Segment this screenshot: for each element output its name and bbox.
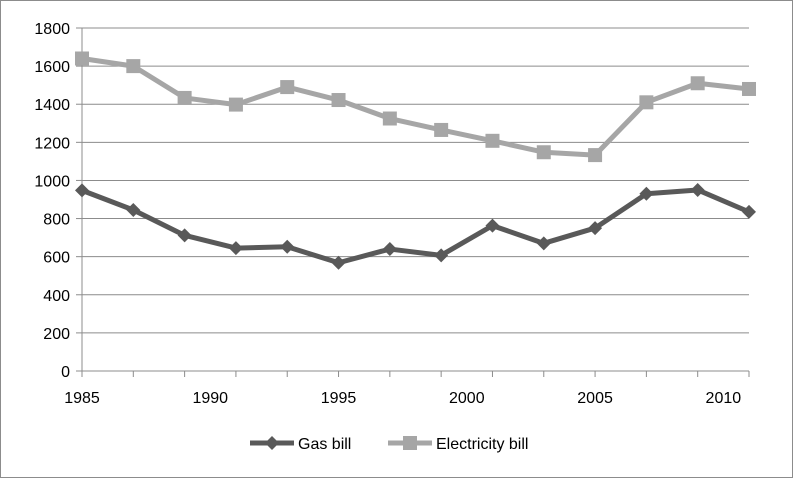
axes [76,27,750,377]
gas-bill-point [75,183,89,198]
electricity-bill-point [75,51,89,66]
gas-bill-point [690,182,705,197]
gas-bill-legend-marker [265,436,279,450]
electricity-bill-point [177,90,192,105]
y-tick-label: 1000 [34,173,70,190]
x-tick-label: 1990 [192,390,228,407]
x-tick-label: 2000 [449,390,485,407]
electricity-bill-point [382,111,397,126]
electricity-bill-legend-marker [403,436,417,450]
gas-bill-point [126,202,141,217]
gas-bill-point [536,236,551,251]
y-tick-labels: 0 200 400 600 800 1000 1200 1400 1600 1800 [34,21,70,381]
x-tick-labels: 1985 1990 1995 2000 2005 2010 [64,390,741,407]
gas-bill-point [485,218,500,233]
gas-bill-point [639,186,654,201]
gas-bill-point [588,221,603,236]
electricity-bill-point [280,80,295,95]
electricity-bill-point [485,133,500,148]
y-tick-label: 1800 [34,21,70,38]
electricity-bill-legend-label: Electricity bill [436,436,528,453]
x-tick-label: 2010 [706,390,742,407]
electricity-bill-point [588,148,603,163]
y-tick-label: 1600 [34,59,70,76]
gridlines [82,27,749,334]
x-tick-label: 1985 [64,390,100,407]
electricity-bill-point [536,145,551,160]
electricity-bill-point [434,122,449,137]
gas-bill-point [742,204,756,219]
y-tick-label: 400 [43,288,70,305]
y-tick-label: 1400 [34,97,70,114]
gas-bill-point [434,248,449,263]
y-tick-label: 200 [43,326,70,343]
electricity-bill-point [126,59,141,74]
gas-bill-point [331,255,346,270]
gas-bill-legend-label: Gas bill [298,436,351,453]
gas-bill-point [382,242,397,257]
x-tick-label: 2005 [577,390,613,407]
electricity-bill-point [690,76,705,91]
gas-bill-line [79,187,752,266]
gas-bill-point [228,241,243,256]
electricity-bill-point [331,93,346,108]
series-layer [75,51,756,270]
electricity-bill-point [742,81,756,96]
gas-bill-point [280,239,295,254]
y-tick-label: 1200 [34,135,70,152]
y-tick-label: 600 [43,250,70,267]
gas-bill-point [177,228,192,243]
y-tick-label: 0 [61,364,70,381]
electricity-bill-line [79,55,752,158]
y-tick-label: 800 [43,212,70,229]
electricity-bill-point [228,97,243,112]
legend: Gas bill Electricity bill [250,436,528,453]
electricity-bill-point [639,95,654,110]
x-tick-label: 1995 [321,390,357,407]
